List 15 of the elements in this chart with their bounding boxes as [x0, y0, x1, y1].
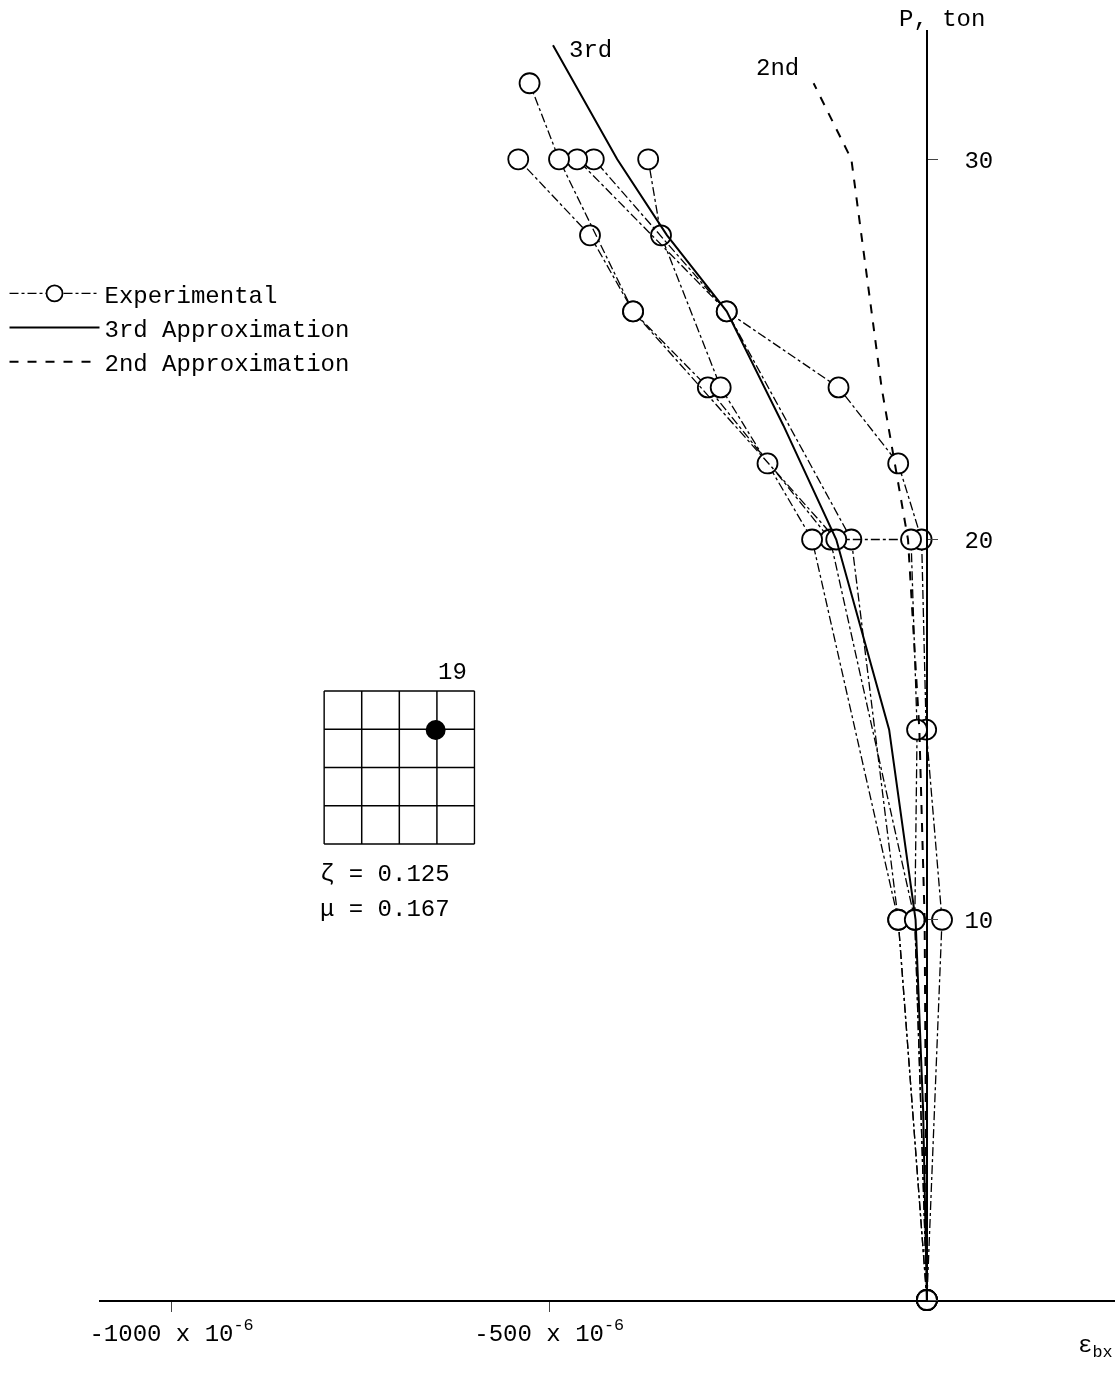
x-tick-label: -500 x 10$^{-6}$ [474, 1316, 625, 1348]
annotation: ζ = 0.125 [320, 861, 450, 888]
x-tick-label: -1000 x 10$^{-6}$ [89, 1316, 254, 1348]
annotation: μ = 0.167 [320, 896, 450, 923]
y-axis-title: P, ton [899, 6, 986, 33]
annotation: 3rd [569, 37, 613, 64]
annotation: 2nd [756, 55, 800, 82]
y-tick-label: 30 [964, 147, 994, 175]
y-tick-label: 10 [964, 908, 994, 936]
y-tick-label: 20 [964, 527, 994, 555]
legend-label: Experimental [104, 282, 278, 310]
annotation: 19 [438, 659, 467, 686]
legend-label: 2nd Approximation [104, 351, 350, 379]
legend-label: 3rd Approximation [104, 316, 350, 344]
x-axis-title: ε$_{bx}$ [1078, 1332, 1113, 1363]
